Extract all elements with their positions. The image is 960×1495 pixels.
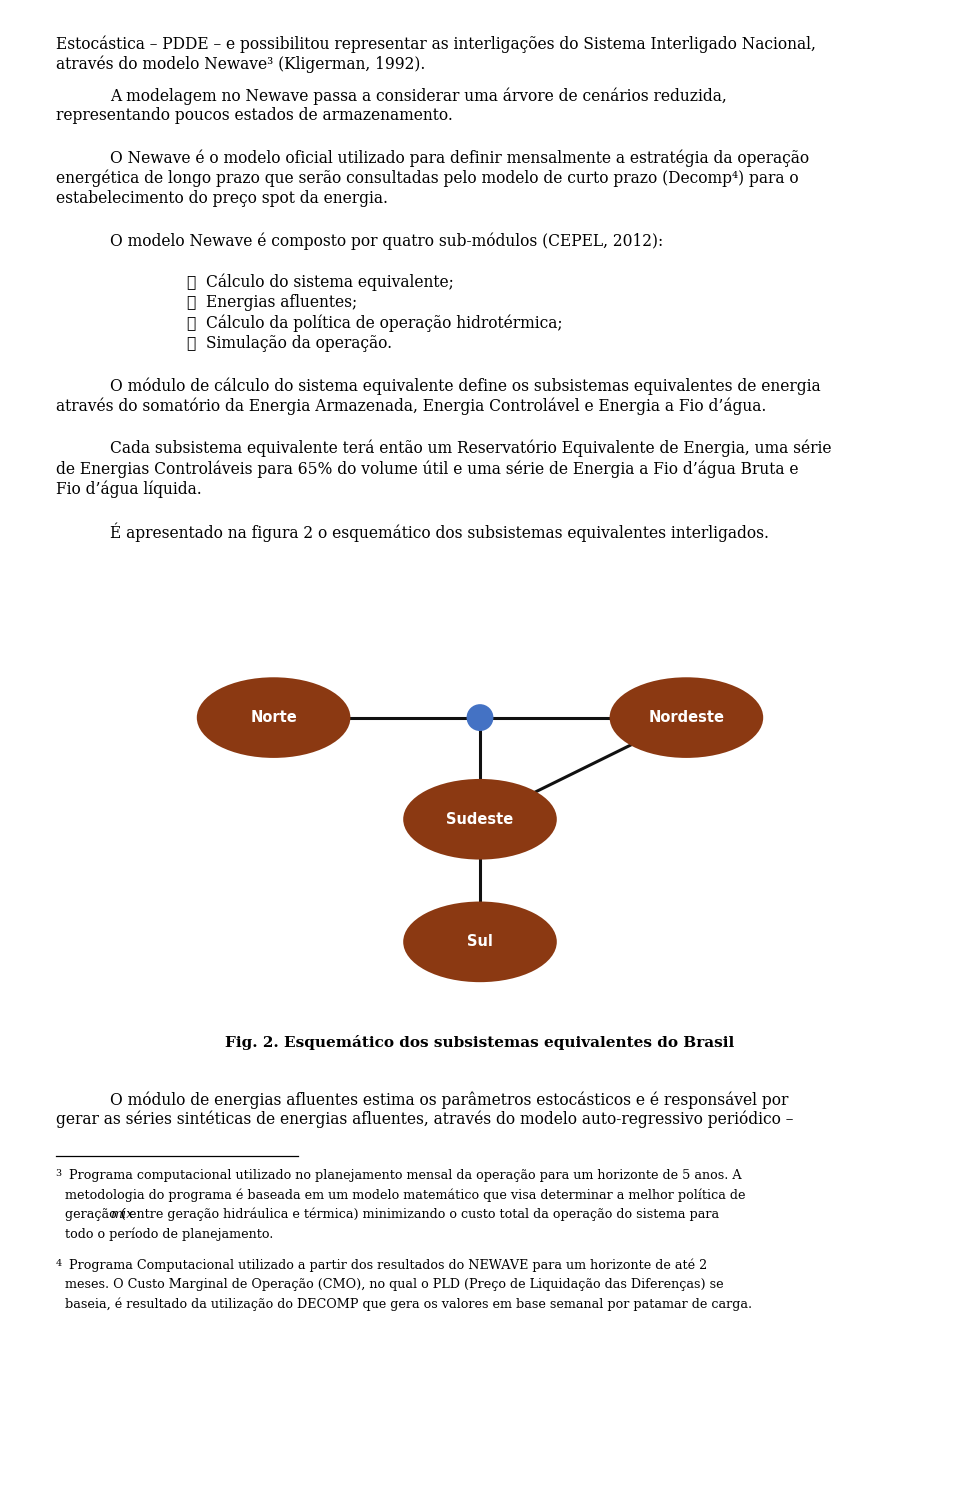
Text: estabelecimento do preço spot da energia.: estabelecimento do preço spot da energia…: [56, 190, 388, 208]
Text: metodologia do programa é baseada em um modelo matemático que visa determinar a : metodologia do programa é baseada em um …: [65, 1189, 746, 1202]
Text: energética de longo prazo que serão consultadas pelo modelo de curto prazo (Deco: energética de longo prazo que serão cons…: [56, 170, 799, 187]
Text: Programa computacional utilizado no planejamento mensal da operação para um hori: Programa computacional utilizado no plan…: [65, 1169, 742, 1183]
Text: Fio d’água líquida.: Fio d’água líquida.: [56, 480, 202, 498]
Ellipse shape: [610, 677, 763, 758]
Text: geração (: geração (: [65, 1208, 126, 1221]
Text: 4: 4: [56, 1259, 62, 1268]
Text: Programa Computacional utilizado a partir dos resultados do NEWAVE para um horiz: Programa Computacional utilizado a parti…: [65, 1259, 708, 1272]
Text: representando poucos estados de armazenamento.: representando poucos estados de armazena…: [56, 108, 452, 124]
Text: através do somatório da Energia Armazenada, Energia Controlável e Energia a Fio : através do somatório da Energia Armazena…: [56, 398, 766, 416]
Text: 3: 3: [56, 1169, 61, 1178]
Ellipse shape: [403, 779, 557, 860]
Text: Sudeste: Sudeste: [446, 812, 514, 827]
Text: Fig. 2. Esquemático dos subsistemas equivalentes do Brasil: Fig. 2. Esquemático dos subsistemas equi…: [226, 1035, 734, 1049]
Text: Sul: Sul: [468, 934, 492, 949]
Text: baseia, é resultado da utilização do DECOMP que gera os valores em base semanal : baseia, é resultado da utilização do DEC…: [65, 1298, 753, 1311]
Text: Norte: Norte: [251, 710, 297, 725]
Text: O módulo de cálculo do sistema equivalente define os subsistemas equivalentes de: O módulo de cálculo do sistema equivalen…: [110, 377, 821, 395]
Text: O modelo Newave é composto por quatro sub-módulos (CEPEL, 2012):: O modelo Newave é composto por quatro su…: [110, 232, 663, 250]
Text: ✓  Simulação da operação.: ✓ Simulação da operação.: [187, 335, 393, 353]
Ellipse shape: [467, 704, 493, 731]
Text: Estocástica – PDDE – e possibilitou representar as interligações do Sistema Inte: Estocástica – PDDE – e possibilitou repr…: [56, 34, 816, 52]
Text: A modelagem no Newave passa a considerar uma árvore de cenários reduzida,: A modelagem no Newave passa a considerar…: [110, 87, 727, 105]
Text: O Newave é o modelo oficial utilizado para definir mensalmente a estratégia da o: O Newave é o modelo oficial utilizado pa…: [110, 150, 809, 167]
Text: meses. O Custo Marginal de Operação (CMO), no qual o PLD (Preço de Liquidação da: meses. O Custo Marginal de Operação (CMO…: [65, 1278, 724, 1292]
Ellipse shape: [403, 901, 557, 982]
Text: ✓  Energias afluentes;: ✓ Energias afluentes;: [187, 295, 357, 311]
Text: através do modelo Newave³ (Kligerman, 1992).: através do modelo Newave³ (Kligerman, 19…: [56, 55, 425, 73]
Text: gerar as séries sintéticas de energias afluentes, através do modelo auto-regress: gerar as séries sintéticas de energias a…: [56, 1111, 793, 1129]
Text: de Energias Controláveis para 65% do volume útil e uma série de Energia a Fio d’: de Energias Controláveis para 65% do vol…: [56, 460, 798, 477]
Text: todo o período de planejamento.: todo o período de planejamento.: [65, 1227, 274, 1241]
Ellipse shape: [197, 677, 350, 758]
Text: O módulo de energias afluentes estima os parâmetros estocásticos e é responsável: O módulo de energias afluentes estima os…: [110, 1091, 789, 1109]
Text: mix: mix: [109, 1208, 133, 1221]
Text: ✓  Cálculo da política de operação hidrotérmica;: ✓ Cálculo da política de operação hidrot…: [187, 315, 563, 332]
Text: ✓  Cálculo do sistema equivalente;: ✓ Cálculo do sistema equivalente;: [187, 274, 454, 292]
Text: Nordeste: Nordeste: [648, 710, 725, 725]
Text: É apresentado na figura 2 o esquemático dos subsistemas equivalentes interligado: É apresentado na figura 2 o esquemático …: [110, 522, 769, 541]
Text: entre geração hidráulica e térmica) minimizando o custo total da operação do sis: entre geração hidráulica e térmica) mini…: [125, 1208, 719, 1221]
Text: Cada subsistema equivalente terá então um Reservatório Equivalente de Energia, u: Cada subsistema equivalente terá então u…: [110, 440, 832, 457]
